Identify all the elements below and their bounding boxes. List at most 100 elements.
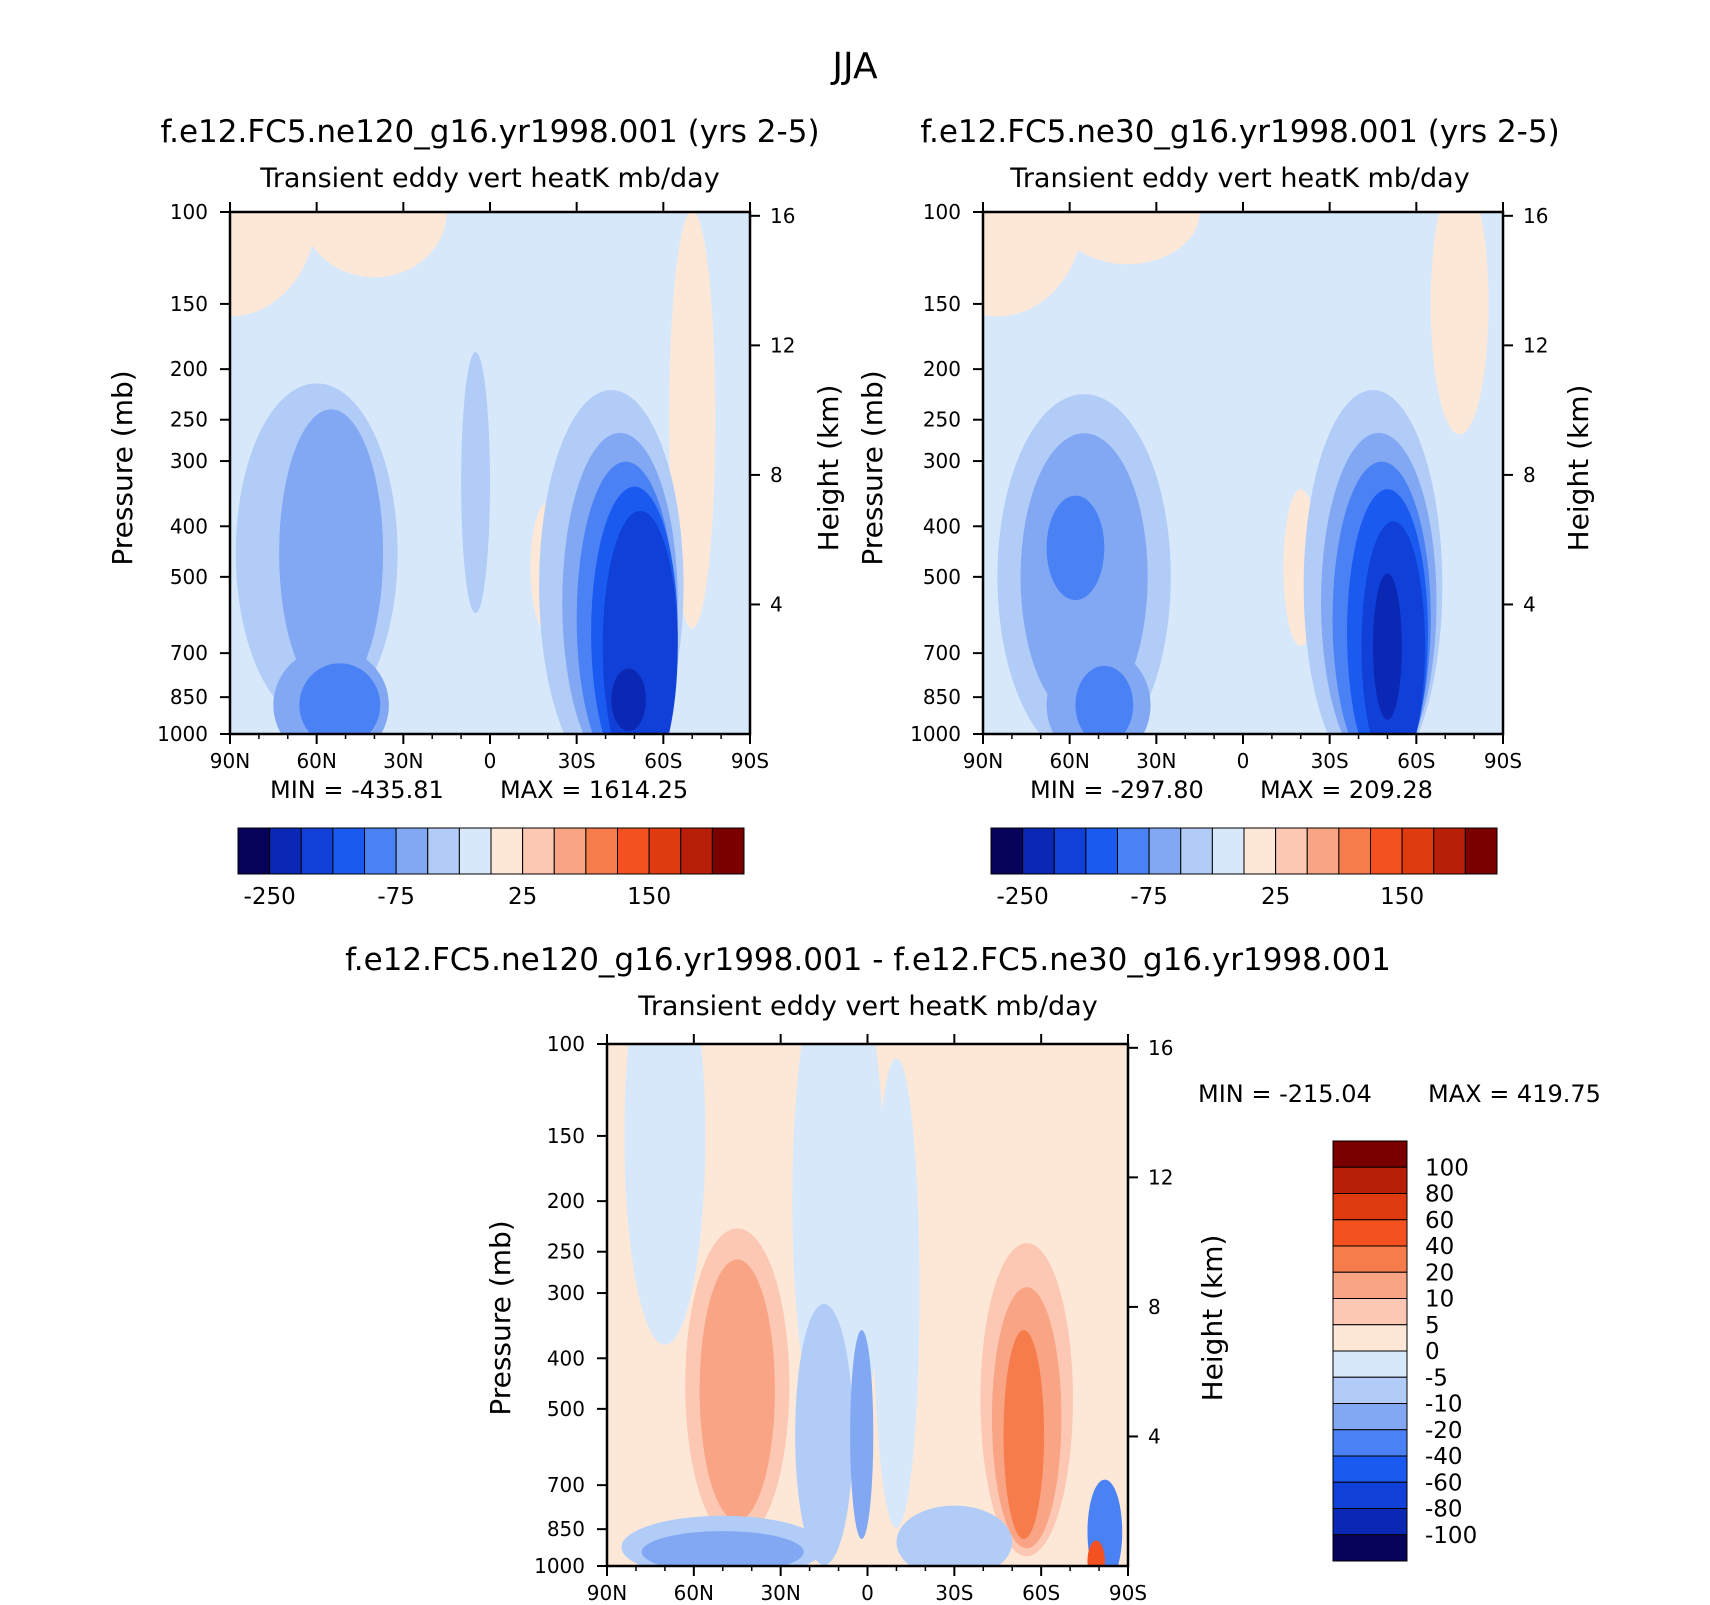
ne30-y-tick-label: 400 — [923, 514, 961, 538]
diff-colorbar-label: 0 — [1425, 1339, 1440, 1365]
diff-colorbar-label: 100 — [1425, 1155, 1469, 1181]
diff-colorbar-swatch — [1332, 1376, 1408, 1404]
diff-height-tick-label: 8 — [1148, 1295, 1161, 1319]
diff-y-tick-label: 250 — [547, 1240, 585, 1264]
diff-y-tick-label: 300 — [547, 1281, 585, 1305]
ne120-y-tick-label: 850 — [170, 685, 208, 709]
panel-ne30-ylabel-right: Height (km) — [1562, 385, 1595, 552]
panel-ne30-subtitle: Transient eddy vert heatK mb/day — [1009, 163, 1469, 194]
ne120-contour-region-7 — [299, 663, 381, 734]
diff-contour-region-7 — [1003, 1330, 1045, 1539]
panel-ne30-min-label: MIN = -297.80 — [1030, 776, 1204, 804]
ne30-colorbar-label: 25 — [1261, 884, 1290, 910]
ne30-colorbar-swatch — [990, 827, 1024, 875]
ne120-contour-region-2 — [669, 212, 716, 629]
diff-colorbar-swatch — [1332, 1534, 1408, 1562]
ne120-y-tick-label: 1000 — [157, 722, 208, 746]
diff-colorbar-swatch — [1332, 1271, 1408, 1299]
diff-x-tick-label: 30S — [935, 1581, 973, 1601]
ne120-colorbar-swatch — [300, 827, 334, 875]
panel-ne120-min-label: MIN = -435.81 — [270, 776, 444, 804]
ne120-height-tick-label: 4 — [770, 592, 783, 616]
diff-y-tick-label: 100 — [547, 1032, 585, 1056]
ne120-colorbar-swatch — [648, 827, 682, 875]
diff-colorbar-swatch — [1332, 1140, 1408, 1168]
panel-diff-title: f.e12.FC5.ne120_g16.yr1998.001 - f.e12.F… — [345, 942, 1391, 978]
ne120-y-tick-label: 400 — [170, 514, 208, 538]
ne120-colorbar-label: -250 — [244, 884, 296, 910]
diff-y-tick-label: 200 — [547, 1189, 585, 1213]
ne30-colorbar-swatch — [1401, 827, 1435, 875]
ne30-colorbar-swatch — [1338, 827, 1371, 875]
ne120-colorbar-swatch — [237, 827, 271, 875]
diff-colorbar-label: 60 — [1425, 1208, 1454, 1234]
ne120-contour-region-0 — [230, 212, 317, 317]
ne30-contour-region-6 — [1046, 495, 1105, 601]
ne30-y-tick-label: 150 — [923, 292, 961, 316]
ne30-y-tick-label: 250 — [923, 408, 961, 432]
ne30-colorbar-swatch — [1117, 827, 1150, 875]
diff-y-tick-label: 850 — [547, 1517, 585, 1541]
ne120-x-tick-label: 60N — [296, 749, 336, 773]
panel-ne30: f.e12.FC5.ne30_g16.yr1998.001 (yrs 2-5) … — [856, 114, 1595, 910]
ne120-colorbar-label: 25 — [508, 884, 537, 910]
ne120-colorbar-swatch — [585, 827, 618, 875]
panel-ne120-ylabel-right: Height (km) — [812, 385, 845, 552]
diff-y-tick-label: 150 — [547, 1124, 585, 1148]
ne30-y-tick-label: 300 — [923, 449, 961, 473]
diff-colorbar-swatch — [1332, 1324, 1408, 1352]
ne30-colorbar-swatch — [1085, 827, 1118, 875]
diff-colorbar-label: 40 — [1425, 1234, 1454, 1260]
ne30-colorbar-label: -75 — [1130, 884, 1168, 910]
ne30-contour-region-2 — [1430, 212, 1489, 435]
ne120-height-tick-label: 8 — [770, 463, 783, 487]
ne30-height-tick-label: 12 — [1523, 333, 1548, 357]
ne120-y-tick-label: 200 — [170, 357, 208, 381]
diff-contour-region-11 — [641, 1531, 804, 1566]
diff-y-tick-label: 1000 — [534, 1554, 585, 1578]
ne120-height-tick-label: 12 — [770, 333, 795, 357]
diff-colorbar-label: -80 — [1425, 1497, 1463, 1523]
ne120-height-tick-label: 16 — [770, 204, 795, 228]
ne30-contour-region-8 — [1075, 665, 1134, 734]
ne120-contour-region-13 — [602, 510, 678, 734]
ne120-colorbar-swatch — [680, 827, 713, 875]
ne120-colorbar-swatch — [711, 827, 745, 875]
diff-contour-region-4 — [699, 1259, 775, 1521]
ne120-y-tick-label: 100 — [170, 200, 208, 224]
diff-x-tick-label: 0 — [861, 1581, 874, 1601]
diff-contour-region-14 — [1087, 1540, 1105, 1566]
diff-colorbar-label: -10 — [1425, 1392, 1463, 1418]
ne30-y-tick-label: 850 — [923, 685, 961, 709]
ne30-y-tick-label: 1000 — [910, 722, 961, 746]
diff-colorbar-label: -20 — [1425, 1418, 1463, 1444]
ne30-x-tick-label: 30N — [1136, 749, 1176, 773]
ne30-contour-region-1 — [1055, 212, 1200, 265]
diff-colorbar-label: 5 — [1425, 1313, 1440, 1339]
ne30-height-tick-label: 4 — [1523, 592, 1536, 616]
ne30-x-tick-label: 30S — [1311, 749, 1349, 773]
diff-x-tick-label: 90N — [587, 1581, 627, 1601]
panel-ne30-colorbar: -250 -75 25 150 — [990, 827, 1498, 910]
figure-title: JJA — [830, 46, 878, 87]
ne120-contour-region-8 — [461, 352, 490, 614]
ne30-contour-region-0 — [983, 212, 1085, 317]
diff-colorbar-label: 80 — [1425, 1182, 1454, 1208]
diff-height-tick-label: 16 — [1148, 1036, 1173, 1060]
diff-colorbar-label: -5 — [1425, 1365, 1448, 1391]
ne30-x-tick-label: 0 — [1237, 749, 1250, 773]
ne120-x-tick-label: 90S — [731, 749, 769, 773]
diff-x-tick-label: 90S — [1109, 1581, 1147, 1601]
ne120-colorbar-swatch — [458, 827, 492, 875]
diff-contour-region-8 — [795, 1304, 854, 1566]
ne30-colorbar-swatch — [1022, 827, 1055, 875]
ne30-colorbar-swatch — [1464, 827, 1498, 875]
ne30-colorbar-swatch — [1243, 827, 1277, 875]
ne30-colorbar-swatch — [1148, 827, 1182, 875]
diff-colorbar-swatch — [1332, 1166, 1408, 1194]
panel-diff-ylabel: Pressure (mb) — [484, 1220, 517, 1415]
